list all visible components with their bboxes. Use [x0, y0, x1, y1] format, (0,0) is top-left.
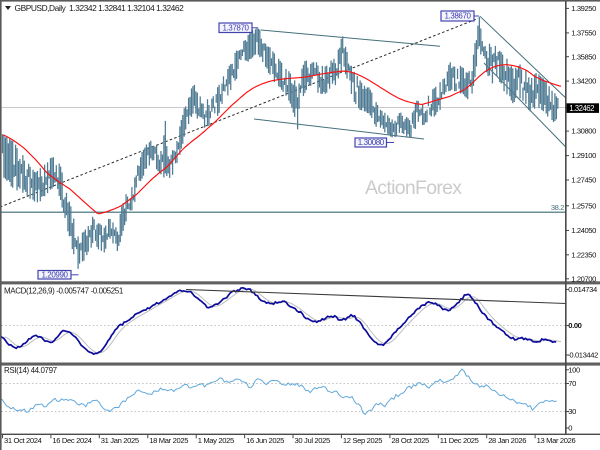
svg-text:0.00: 0.00: [568, 321, 581, 330]
svg-text:-0.013442: -0.013442: [567, 351, 598, 360]
svg-text:31 Jan 2025: 31 Jan 2025: [101, 436, 139, 445]
svg-text:100: 100: [568, 365, 580, 374]
svg-text:11 Dec 2025: 11 Dec 2025: [440, 436, 479, 445]
svg-text:30: 30: [568, 407, 576, 416]
svg-text:1.35850: 1.35850: [571, 52, 596, 61]
svg-text:ActionForex: ActionForex: [365, 177, 462, 199]
svg-text:28 Oct 2025: 28 Oct 2025: [391, 436, 429, 445]
svg-text:1.37870: 1.37870: [222, 23, 249, 32]
svg-text:1.32462: 1.32462: [569, 104, 594, 113]
svg-text:1.20990: 1.20990: [41, 270, 68, 279]
svg-text:13 Mar 2026: 13 Mar 2026: [537, 436, 576, 445]
svg-text:1.22350: 1.22350: [571, 250, 596, 259]
svg-text:1.30800: 1.30800: [571, 127, 596, 136]
svg-text:1.30080: 1.30080: [358, 138, 385, 147]
svg-text:31 Oct 2024: 31 Oct 2024: [4, 436, 42, 445]
svg-text:1.29100: 1.29100: [571, 151, 596, 160]
svg-text:28 Jan 2026: 28 Jan 2026: [488, 436, 526, 445]
svg-text:1.34200: 1.34200: [571, 77, 596, 86]
svg-text:1.20700: 1.20700: [571, 274, 596, 283]
svg-text:GBPUSD,Daily 1.32342 1.32841: GBPUSD,Daily 1.32342 1.32841 1.32104 1.3…: [15, 3, 185, 13]
svg-text:MACD(12,26,9) -0.005747 -0.005: MACD(12,26,9) -0.005747 -0.005251: [4, 287, 124, 296]
svg-text:1.38670: 1.38670: [444, 12, 471, 21]
svg-text:30 Jul 2025: 30 Jul 2025: [295, 436, 331, 445]
svg-text:12 Sep 2025: 12 Sep 2025: [343, 436, 382, 445]
svg-text:0.014734: 0.014734: [568, 285, 597, 294]
svg-text:38.2: 38.2: [551, 203, 564, 212]
svg-text:16 Jun 2025: 16 Jun 2025: [246, 436, 284, 445]
svg-text:1.25750: 1.25750: [571, 201, 596, 210]
svg-text:1 May 2025: 1 May 2025: [198, 436, 234, 445]
svg-text:16 Dec 2024: 16 Dec 2024: [52, 436, 91, 445]
svg-text:1.37550: 1.37550: [571, 29, 596, 38]
svg-text:RSI(14) 44.0797: RSI(14) 44.0797: [4, 366, 58, 375]
svg-text:18 Mar 2025: 18 Mar 2025: [149, 436, 188, 445]
svg-text:0: 0: [568, 424, 572, 433]
svg-text:1.24050: 1.24050: [571, 226, 596, 235]
svg-text:1.39250: 1.39250: [571, 4, 596, 13]
svg-text:70: 70: [568, 379, 576, 388]
svg-text:1.27450: 1.27450: [571, 176, 596, 185]
